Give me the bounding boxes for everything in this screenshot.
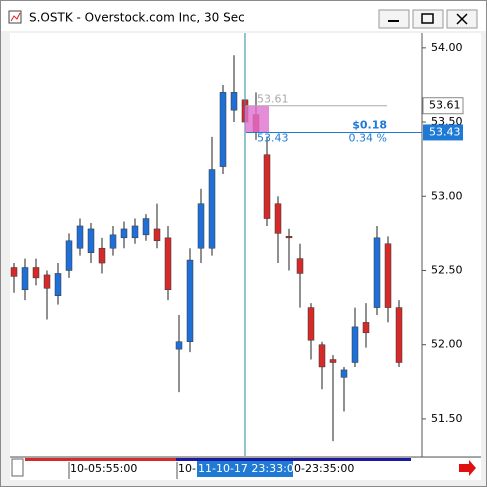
candle-body — [296, 258, 304, 274]
candle-body — [230, 92, 238, 111]
measure-percent: 0.34 % — [349, 131, 387, 144]
candle-body — [186, 259, 194, 342]
measure-change: $0.18 — [352, 118, 387, 131]
candle-body — [65, 240, 73, 271]
x-tick-label: 0-23:35:00 — [294, 462, 354, 475]
window-buttons[interactable] — [378, 9, 478, 29]
scroll-right-arrow[interactable] — [459, 460, 476, 476]
app-icon-graph — [10, 12, 21, 22]
y-tick-label: 54.00 — [431, 41, 463, 54]
price-badge-end-label: 53.43 — [429, 125, 461, 138]
measure-end-label: 53.43 — [257, 131, 289, 144]
candle-body — [197, 203, 205, 249]
measure-start-label: 53.61 — [257, 93, 289, 106]
candle-body — [54, 273, 62, 296]
candle-body — [318, 344, 326, 368]
candle-body — [10, 267, 18, 277]
scroll-range-visible — [176, 458, 411, 461]
candle-body — [340, 369, 348, 378]
y-tick-label: 53.00 — [431, 189, 463, 202]
price-badge-start-label: 53.61 — [429, 99, 461, 112]
candle-body — [153, 228, 161, 242]
x-tick-label: 10- — [178, 462, 196, 475]
candle-body — [285, 236, 293, 239]
window-title: S.OSTK - Overstock.com Inc, 30 Sec — [29, 11, 245, 25]
candle-body — [384, 243, 392, 308]
candle-body — [98, 247, 106, 264]
crosshair-time-badge — [197, 461, 293, 477]
minimize-button[interactable] — [378, 9, 410, 29]
candle-body — [362, 322, 370, 334]
y-tick-label: 52.50 — [431, 263, 463, 276]
candle-body — [307, 307, 315, 341]
x-tick-label: 10-05:55:00 — [70, 462, 137, 475]
candle-body — [32, 267, 40, 279]
candle-body — [208, 169, 216, 249]
scroll-handle[interactable] — [11, 458, 24, 477]
candle-body — [21, 267, 29, 291]
candle-body — [263, 154, 271, 219]
candle-body — [142, 218, 150, 236]
candle-body — [120, 228, 128, 239]
candle-body — [329, 359, 337, 363]
candle-body — [109, 234, 117, 249]
maximize-button[interactable] — [412, 9, 444, 29]
scroll-range — [25, 458, 176, 461]
y-tick-label: 51.50 — [431, 412, 463, 425]
candle-body — [395, 307, 403, 363]
candle-body — [351, 326, 359, 363]
candle-body — [76, 225, 84, 249]
candle-body — [131, 225, 139, 239]
candle-body — [164, 237, 172, 291]
candle-body — [175, 341, 183, 350]
candle-body — [87, 228, 95, 253]
candle-body — [219, 92, 227, 167]
measure-box — [245, 105, 269, 133]
price-badge-end — [423, 124, 463, 141]
candle-body — [274, 203, 282, 234]
candle-body — [43, 274, 51, 289]
price-badge-start — [422, 97, 464, 115]
candle-body — [373, 237, 381, 308]
y-tick-label: 52.00 — [431, 338, 463, 351]
crosshair-time: 11-10-17 23:33:00 — [198, 462, 301, 475]
